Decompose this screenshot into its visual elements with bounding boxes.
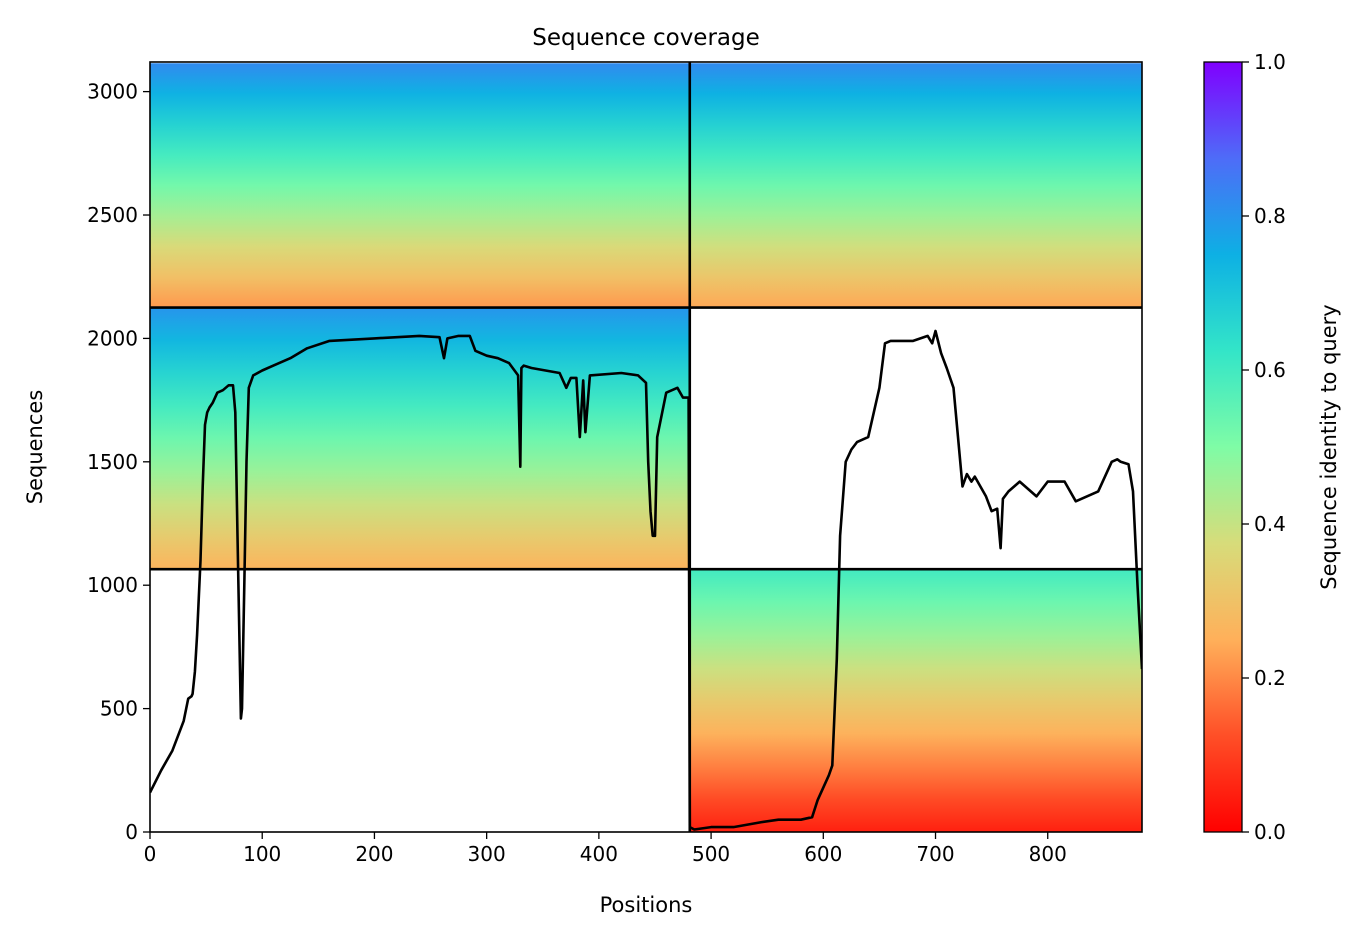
coverage-block	[150, 63, 690, 308]
y-axis-ticks: 0 500 1000 1500 2000 2500 3000	[87, 80, 150, 844]
y-tick-label: 3000	[87, 80, 138, 104]
y-tick-label: 1000	[87, 573, 138, 597]
x-tick-label: 500	[692, 842, 730, 866]
y-tick-label: 0	[125, 820, 138, 844]
colorbar-tick-label: 0.8	[1254, 204, 1286, 228]
x-axis-ticks: 0 100 200 300 400 500 600 700 800	[144, 832, 1067, 866]
coverage-line	[150, 329, 1142, 831]
chart-title: Sequence coverage	[532, 25, 760, 51]
y-tick-label: 2000	[87, 326, 138, 350]
x-tick-label: 200	[355, 842, 393, 866]
y-axis-label: Sequences	[23, 390, 47, 505]
x-axis-label: Positions	[600, 893, 693, 917]
coverage-line-layer	[150, 329, 1142, 831]
x-tick-label: 600	[804, 842, 842, 866]
coverage-block	[689, 569, 1142, 832]
y-tick-label: 500	[100, 697, 138, 721]
x-tick-label: 700	[916, 842, 954, 866]
y-tick-label: 1500	[87, 450, 138, 474]
colorbar-ticks: 0.0 0.2 0.4 0.6 0.8 1.0	[1242, 50, 1286, 844]
colorbar-tick-label: 0.6	[1254, 358, 1286, 382]
colorbar-tick-label: 0.2	[1254, 666, 1286, 690]
coverage-block	[689, 63, 1142, 308]
colorbar-tick-label: 0.4	[1254, 512, 1286, 536]
plot-area	[150, 62, 1142, 832]
coverage-blocks	[150, 63, 1142, 832]
x-tick-label: 300	[468, 842, 506, 866]
x-tick-label: 0	[144, 842, 157, 866]
x-tick-label: 800	[1029, 842, 1067, 866]
colorbar-tick-label: 1.0	[1254, 50, 1286, 74]
colorbar-label: Sequence identity to query	[1317, 304, 1341, 589]
plot-frame	[149, 61, 1143, 833]
colorbar-tick-label: 0.0	[1254, 820, 1286, 844]
coverage-block	[150, 307, 690, 570]
x-tick-label: 100	[243, 842, 281, 866]
x-tick-label: 400	[580, 842, 618, 866]
colorbar	[1203, 61, 1243, 833]
y-tick-label: 2500	[87, 203, 138, 227]
